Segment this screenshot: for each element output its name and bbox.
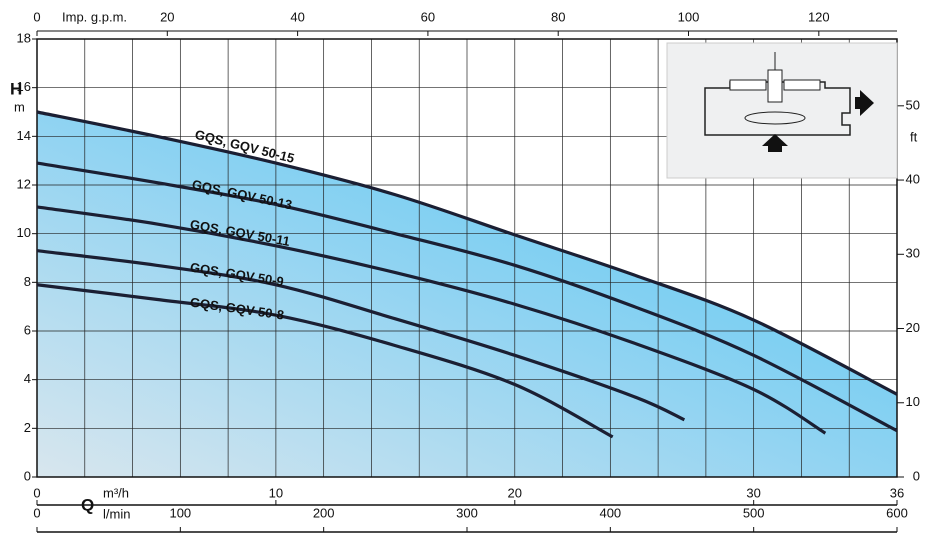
y-tick-label: 2: [24, 420, 31, 435]
x3-tick-label: 0: [33, 9, 40, 24]
x-tick-label: 30: [746, 485, 760, 500]
x2-tick-label: 200: [313, 505, 335, 520]
y2-tick-label: 50: [906, 97, 920, 112]
curve: [36, 283, 614, 439]
pump-sketch: [666, 42, 898, 179]
x-tick-label: 20: [508, 485, 522, 500]
y2-tick-label: 30: [906, 246, 920, 261]
x2-tick-label: 600: [886, 505, 908, 520]
x3-unit: Imp. g.p.m.: [62, 9, 127, 24]
y-tick-label: 14: [17, 128, 31, 143]
curve: [36, 110, 898, 396]
y-tick-label: 8: [24, 274, 31, 289]
plot-frame: [36, 38, 898, 478]
y2-tick-label: 40: [906, 171, 920, 186]
y-label: H: [10, 79, 22, 98]
y2-tick-label: 20: [906, 320, 920, 335]
x3-tick-label: 120: [808, 9, 830, 24]
y2-unit: ft: [910, 129, 918, 144]
curve: [36, 205, 827, 435]
y-tick-label: 16: [17, 79, 31, 94]
y-tick-label: 4: [24, 371, 31, 386]
x2-tick-label: 100: [169, 505, 191, 520]
y-tick-label: 18: [17, 30, 31, 45]
y-unit: m: [14, 99, 25, 114]
x-tick-label: 36: [890, 485, 904, 500]
x3-tick-label: 80: [551, 9, 565, 24]
y2-tick-label: 10: [906, 394, 920, 409]
y2-tick-label: 0: [913, 468, 920, 483]
x2-tick-label: 400: [599, 505, 621, 520]
x3-tick-label: 40: [290, 9, 304, 24]
x-tick-label: 10: [269, 485, 283, 500]
x3-tick-label: 100: [678, 9, 700, 24]
y-tick-label: 6: [24, 322, 31, 337]
curve: [36, 161, 898, 433]
x3-tick-label: 20: [160, 9, 174, 24]
curve: [36, 249, 686, 422]
x3-tick-label: 60: [421, 9, 435, 24]
x2-tick-label: 0: [33, 505, 40, 520]
y-tick-label: 0: [24, 468, 31, 483]
y-tick-label: 10: [17, 225, 31, 240]
x-label: Q: [81, 495, 94, 514]
x-tick-label: 0: [33, 485, 40, 500]
x2-tick-label: 300: [456, 505, 478, 520]
x2-tick-label: 500: [743, 505, 765, 520]
y-tick-label: 12: [17, 176, 31, 191]
x-unit: m³/h: [103, 485, 129, 500]
x2-unit: l/min: [103, 506, 130, 521]
